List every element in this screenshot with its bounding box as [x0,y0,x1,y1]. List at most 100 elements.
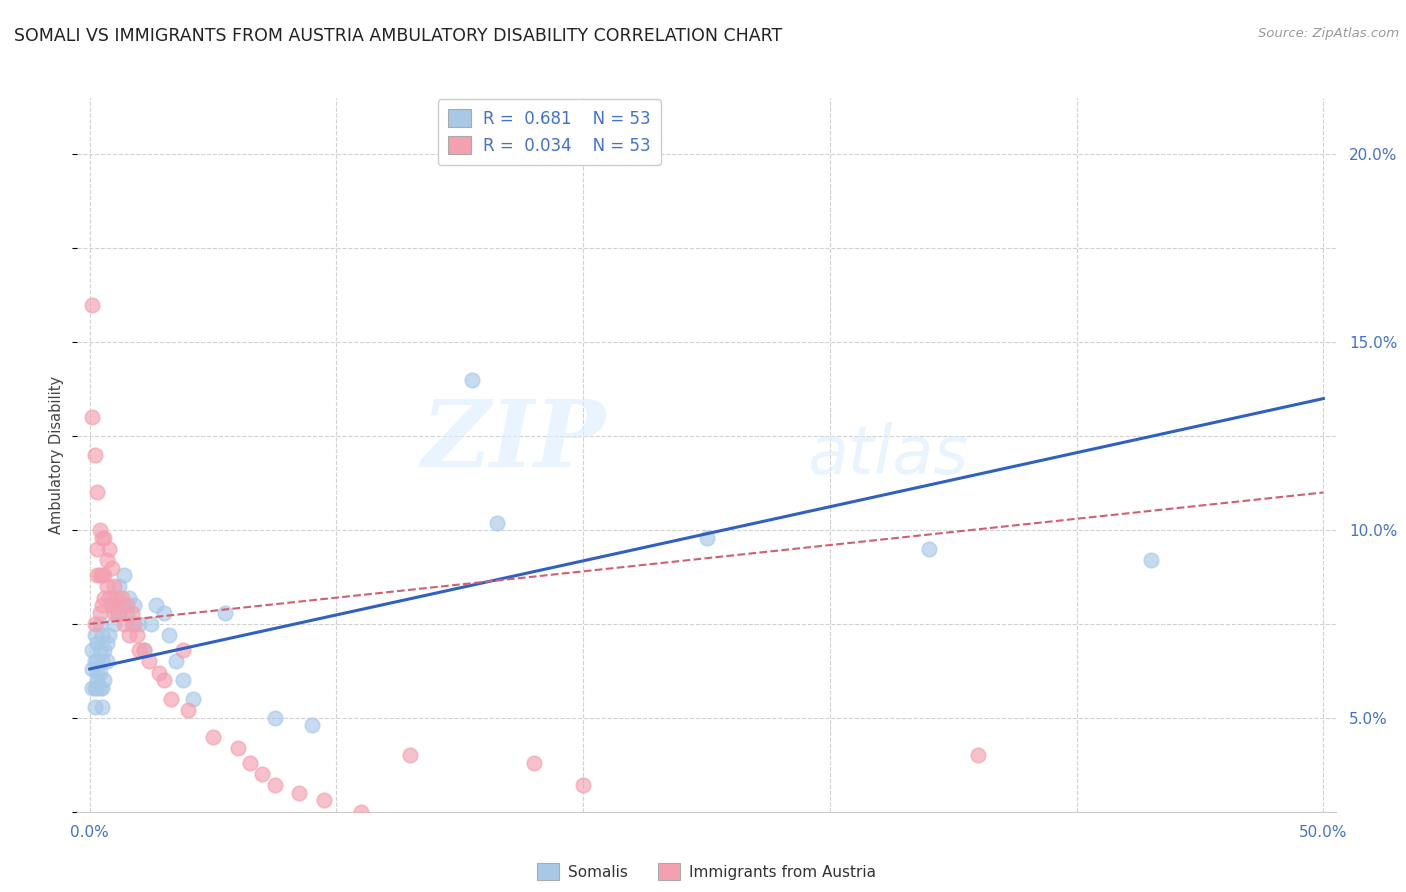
Point [485,516,508,530]
Point [696,531,718,545]
Point [138,655,160,669]
Point [141,616,163,631]
Point [96,579,118,593]
Point [101,598,124,612]
Point [93,591,115,605]
Point [89,568,111,582]
Point [145,598,167,612]
Point [86,636,108,650]
Point [98,628,121,642]
Point [160,692,183,706]
Text: ZIP: ZIP [422,396,606,485]
Point [91,568,114,582]
Text: SOMALI VS IMMIGRANTS FROM AUSTRIA AMBULATORY DISABILITY CORRELATION CHART: SOMALI VS IMMIGRANTS FROM AUSTRIA AMBULA… [14,27,782,45]
Point [125,628,148,642]
Point [967,748,990,763]
Point [165,655,187,669]
Point [91,699,114,714]
Point [152,606,174,620]
Point [82,410,104,425]
Point [89,523,111,537]
Point [111,598,134,612]
Point [82,681,104,695]
Point [82,662,104,676]
Point [399,748,422,763]
Point [103,579,125,593]
Point [132,643,155,657]
Point [89,643,111,657]
Point [226,740,249,755]
Point [96,636,118,650]
Point [83,655,105,669]
Point [96,553,118,567]
Point [301,718,323,732]
Point [83,628,105,642]
Point [83,681,105,695]
Point [105,606,128,620]
Point [121,616,143,631]
Point [132,643,155,657]
Point [263,711,285,725]
Point [202,730,225,744]
Point [312,793,335,807]
Point [86,681,108,695]
Point [572,779,595,793]
Point [89,665,111,680]
Point [86,541,108,556]
Point [128,616,150,631]
Point [122,616,145,631]
Point [91,598,114,612]
Point [263,779,285,793]
Point [118,591,141,605]
Point [86,485,108,500]
Point [91,655,114,669]
Point [288,786,311,800]
Point [82,298,104,312]
Point [157,628,180,642]
Point [101,560,124,574]
Point [101,598,124,612]
Point [115,606,138,620]
Point [461,373,484,387]
Point [181,692,204,706]
Point [115,598,138,612]
Point [118,628,141,642]
Point [96,655,118,669]
Point [172,673,194,688]
Point [112,616,135,631]
Point [83,448,105,462]
Text: Source: ZipAtlas.com: Source: ZipAtlas.com [1258,27,1399,40]
Point [128,643,150,657]
Point [103,606,125,620]
Point [239,756,262,770]
Point [91,628,114,642]
Point [86,665,108,680]
Point [108,606,131,620]
Point [148,665,170,680]
Point [105,591,128,605]
Y-axis label: Ambulatory Disability: Ambulatory Disability [49,376,65,534]
Point [917,541,939,556]
Point [89,681,111,695]
Point [108,579,131,593]
Point [214,606,236,620]
Point [177,703,200,717]
Point [91,681,114,695]
Text: atlas: atlas [807,422,969,488]
Point [83,699,105,714]
Point [252,767,274,781]
Point [103,616,125,631]
Point [122,598,145,612]
Point [152,673,174,688]
Point [93,673,115,688]
Point [98,591,121,605]
Point [112,568,135,582]
Point [111,591,134,605]
Point [1139,553,1161,567]
Point [86,655,108,669]
Point [82,643,104,657]
Point [93,643,115,657]
Point [93,568,115,582]
Point [86,568,108,582]
Point [172,643,194,657]
